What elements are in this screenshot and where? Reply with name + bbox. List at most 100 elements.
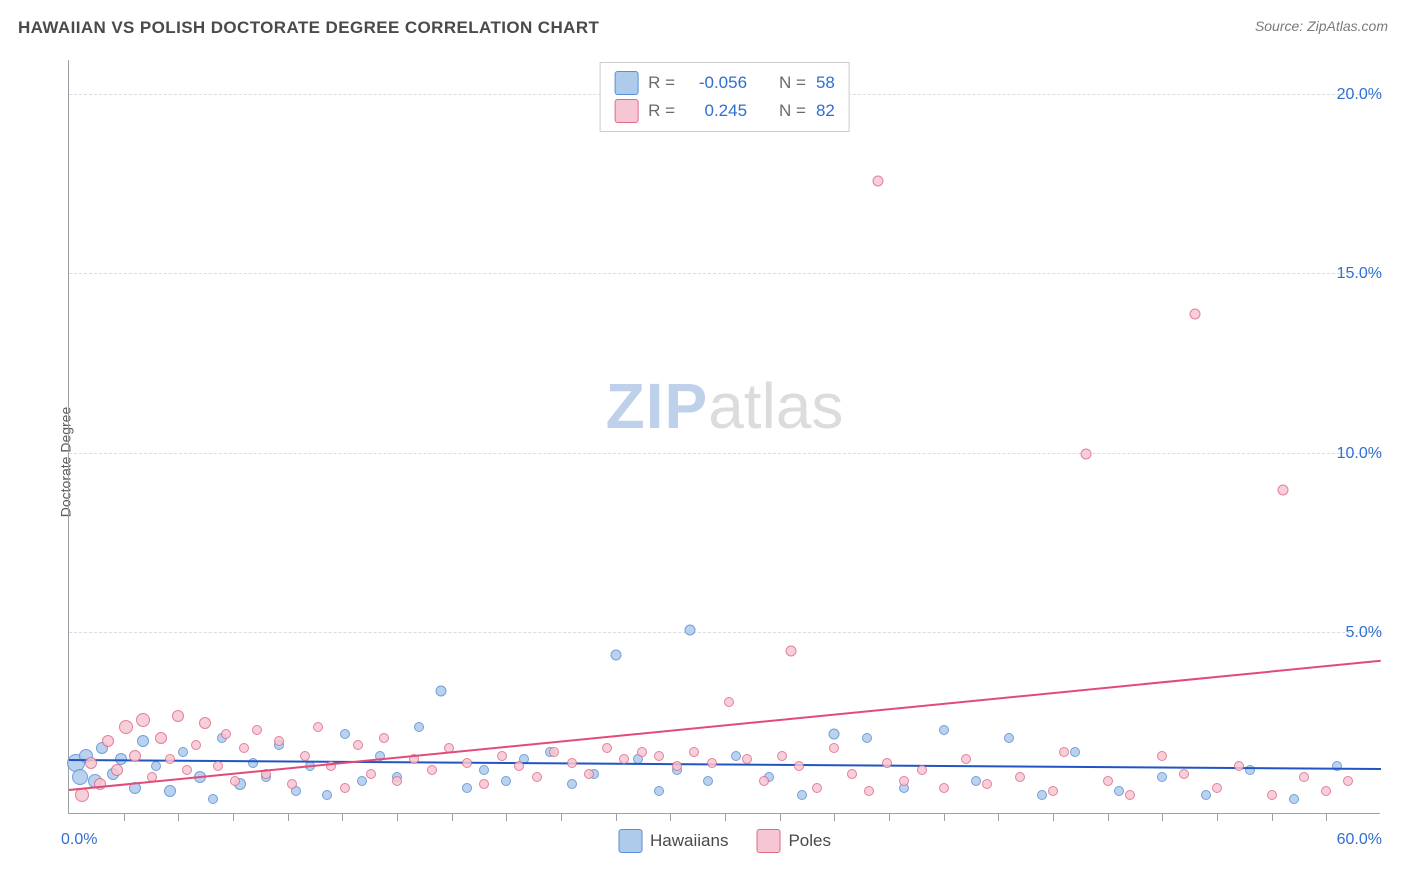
scatter-point [322,790,332,800]
scatter-point [129,750,141,762]
scatter-point [939,725,949,735]
legend-r-value: -0.056 [685,73,747,93]
scatter-point [1212,783,1222,793]
legend-r-label: R = [648,101,675,121]
scatter-point [567,758,577,768]
scatter-point [1321,786,1331,796]
scatter-point [221,729,231,739]
scatter-point [1332,761,1342,771]
series-legend-item: Hawaiians [618,829,728,853]
scatter-point [567,779,577,789]
scatter-point [136,713,150,727]
gridline [69,453,1380,454]
scatter-point [172,710,184,722]
watermark-atlas: atlas [708,370,843,442]
scatter-point [497,751,507,761]
chart-source: Source: ZipAtlas.com [1255,18,1388,34]
scatter-point [584,769,594,779]
scatter-point [1343,776,1353,786]
scatter-point [672,761,682,771]
scatter-point [151,761,161,771]
scatter-point [882,758,892,768]
scatter-point [287,779,297,789]
legend-r-label: R = [648,73,675,93]
scatter-point [199,717,211,729]
scatter-point [689,747,699,757]
x-tick [670,813,671,821]
scatter-point [514,761,524,771]
scatter-point [703,776,713,786]
scatter-point [654,786,664,796]
legend-swatch [614,99,638,123]
legend-n-value: 58 [816,73,835,93]
scatter-point [414,722,424,732]
y-tick-label: 15.0% [1337,265,1382,283]
scatter-point [731,751,741,761]
scatter-point [435,685,446,696]
scatter-point [213,761,223,771]
watermark-zip: ZIP [606,370,709,442]
scatter-point [1190,308,1201,319]
scatter-point [685,624,696,635]
x-tick [1108,813,1109,821]
scatter-point [102,735,114,747]
x-tick [998,813,999,821]
legend-swatch [756,829,780,853]
scatter-point [654,751,664,761]
correlation-legend: R = -0.056 N = 58 R =0.245N =82 [599,62,850,132]
scatter-point [1114,786,1124,796]
x-tick [452,813,453,821]
scatter-point [462,783,472,793]
scatter-point [1070,747,1080,757]
series-legend: HawaiiansPoles [618,829,831,853]
legend-n-label: N = [779,101,806,121]
x-tick [1053,813,1054,821]
x-tick [561,813,562,821]
scatter-point [239,743,249,753]
scatter-point [917,765,927,775]
scatter-point [379,733,389,743]
scatter-point [191,740,201,750]
scatter-point [462,758,472,768]
scatter-point [1157,772,1167,782]
legend-swatch [618,829,642,853]
x-tick [944,813,945,821]
scatter-point [873,176,884,187]
scatter-point [1234,761,1244,771]
scatter-point [501,776,511,786]
x-tick [233,813,234,821]
scatter-point [155,732,167,744]
legend-row: R =0.245N =82 [614,97,835,125]
x-tick [1217,813,1218,821]
x-tick [506,813,507,821]
x-tick [288,813,289,821]
x-tick [178,813,179,821]
scatter-point [94,778,106,790]
y-tick-label: 10.0% [1337,445,1382,463]
scatter-point [182,765,192,775]
watermark: ZIPatlas [606,369,844,443]
legend-swatch [614,71,638,95]
x-axis-min-label: 0.0% [61,831,97,849]
legend-row: R = -0.056 N = 58 [614,69,835,97]
scatter-point [85,757,97,769]
x-tick [725,813,726,821]
x-tick [1162,813,1163,821]
scatter-point [340,729,350,739]
x-tick [124,813,125,821]
series-name: Hawaiians [650,831,728,851]
scatter-point [797,790,807,800]
scatter-point [178,747,188,757]
scatter-point [862,733,872,743]
legend-n-label: N = [779,73,806,93]
scatter-point [137,735,149,747]
y-tick-label: 20.0% [1337,86,1382,104]
x-tick [1326,813,1327,821]
gridline [69,632,1380,633]
scatter-point [785,646,796,657]
scatter-point [392,776,402,786]
scatter-point [864,786,874,796]
scatter-point [300,751,310,761]
scatter-point [982,779,992,789]
scatter-point [742,754,752,764]
